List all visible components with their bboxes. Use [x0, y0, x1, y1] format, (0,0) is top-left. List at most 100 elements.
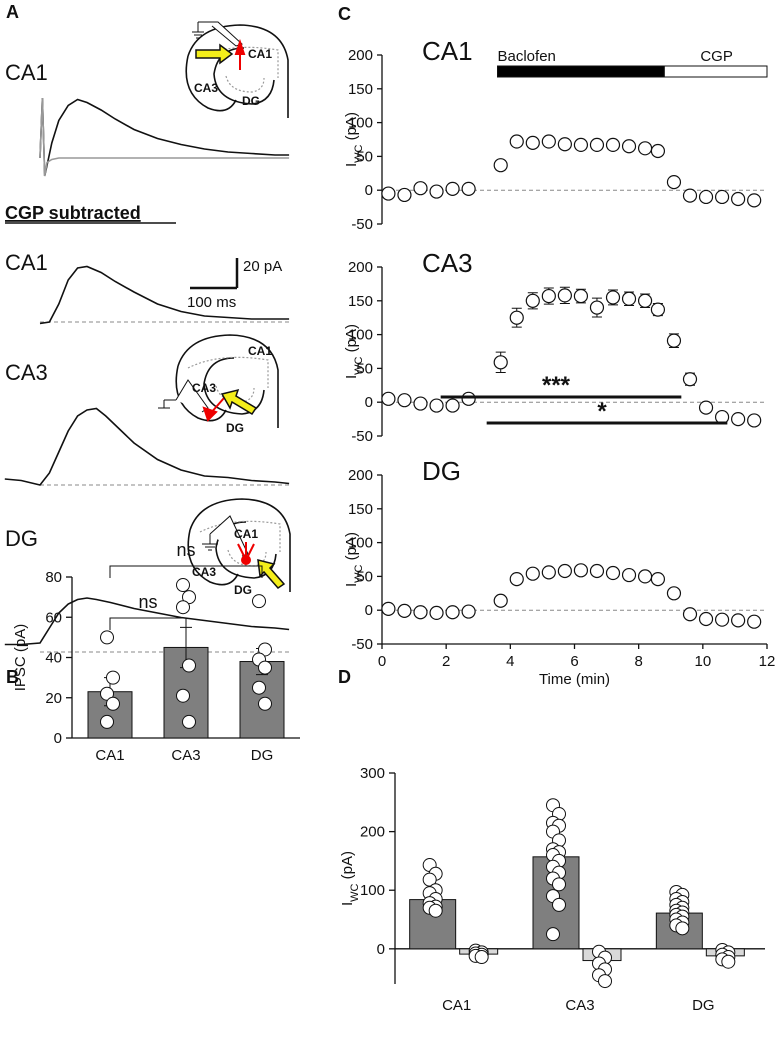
x-tick-label: 10: [694, 653, 711, 670]
treatment-bar: [497, 65, 665, 78]
panel-letter: B: [6, 667, 19, 687]
data-point: [589, 563, 605, 579]
data-point: [509, 134, 524, 149]
data-point: [605, 565, 621, 581]
y-tick-label: -50: [351, 636, 373, 653]
data-point: [698, 400, 714, 415]
subtitle: CGP subtracted: [5, 203, 141, 223]
schematic: CA1 CA3 DG: [186, 21, 288, 118]
data-point: [747, 413, 762, 428]
region-label: DG: [226, 421, 244, 435]
x-axis-label: Time (min): [539, 671, 610, 688]
data-point: [428, 903, 443, 918]
chart-title: DG: [422, 456, 461, 486]
data-point: [413, 181, 428, 196]
data-point: [100, 714, 114, 729]
data-point: [474, 950, 489, 965]
y-tick-label: 60: [45, 609, 62, 626]
data-point: [731, 191, 746, 207]
x-tick-label: CA1: [442, 997, 471, 1014]
y-tick-label: 150: [348, 501, 373, 518]
y-tick-label: -50: [351, 216, 373, 233]
y-axis-label-part: (pA): [343, 532, 360, 565]
data-point: [557, 288, 572, 303]
trace-label: CA1: [5, 60, 48, 85]
data-point: [541, 288, 556, 304]
y-axis-label: IWC (pA): [343, 532, 365, 587]
data-point: [397, 603, 412, 618]
region-label: DG: [234, 583, 252, 597]
data-point: [252, 594, 266, 609]
trace-label: CA1: [5, 250, 48, 275]
y-axis-label: IWC (pA): [343, 112, 365, 167]
data-point: [666, 586, 682, 601]
data-point: [525, 135, 540, 150]
y-tick-label: 150: [348, 81, 373, 98]
x-tick-label: 12: [759, 653, 776, 670]
data-point: [445, 398, 460, 413]
y-tick-label: 100: [360, 882, 385, 899]
data-point: [445, 181, 460, 196]
data-point: [509, 572, 524, 587]
y-tick-label: 0: [365, 182, 373, 199]
y-tick-label: 200: [360, 824, 385, 841]
trace-label: DG: [5, 526, 38, 551]
data-point: [598, 974, 612, 989]
scale-bar-label: 20 pA: [243, 258, 282, 275]
region-label: CA1: [248, 344, 272, 358]
data-point: [546, 927, 560, 942]
data-point: [541, 134, 556, 149]
x-tick-label: 8: [634, 653, 642, 670]
data-point: [413, 396, 428, 411]
data-point: [650, 143, 666, 159]
x-tick-label: CA3: [565, 997, 594, 1014]
y-tick-label: 40: [45, 650, 62, 667]
data-point: [637, 293, 653, 308]
data-point: [721, 954, 736, 969]
treatment-bar: [663, 65, 768, 78]
data-point: [573, 137, 589, 153]
data-point: [525, 566, 540, 581]
data-point: [258, 660, 272, 675]
data-point: [100, 630, 114, 645]
data-point: [182, 658, 196, 673]
significance-label: ns: [176, 540, 195, 560]
data-point: [493, 593, 508, 608]
y-axis-label-part: IPSC (pA): [12, 624, 29, 692]
data-point: [182, 714, 196, 729]
y-axis-label-part: (pA): [343, 112, 360, 145]
data-point: [429, 398, 444, 413]
significance-label: *: [597, 398, 607, 425]
y-tick-label: 300: [360, 765, 385, 782]
data-point: [525, 293, 540, 308]
data-point: [252, 680, 266, 695]
y-axis-label-part: WC: [353, 564, 365, 582]
data-point: [397, 187, 412, 203]
data-point: [258, 696, 272, 711]
data-point: [509, 310, 524, 325]
y-tick-label: 80: [45, 569, 62, 586]
data-point: [552, 897, 566, 912]
data-point: [714, 612, 730, 627]
data-point: [461, 181, 476, 196]
data-point: [573, 563, 589, 578]
panel-letter: D: [338, 667, 351, 687]
data-point: [445, 605, 460, 620]
x-tick-label: DG: [251, 747, 274, 764]
y-tick-label: 0: [377, 941, 385, 958]
data-point: [413, 605, 428, 620]
data-point: [176, 688, 190, 703]
data-point: [682, 188, 698, 203]
schematic: CA1 CA3 DG: [158, 335, 278, 435]
schematic: CA1 CA3 DG: [188, 499, 290, 597]
data-point: [461, 604, 476, 619]
significance-bracket: [109, 617, 187, 630]
chart-title: CA3: [422, 248, 473, 278]
data-point: [675, 921, 690, 936]
y-tick-label: 100: [348, 535, 373, 552]
data-point: [557, 137, 572, 152]
data-point: [621, 139, 637, 154]
y-tick-label: 150: [348, 293, 373, 310]
data-point: [589, 300, 605, 315]
trace: [4, 597, 290, 646]
